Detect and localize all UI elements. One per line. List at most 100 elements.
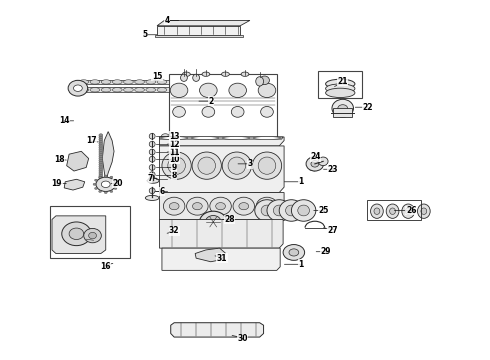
- Ellipse shape: [222, 136, 250, 139]
- Ellipse shape: [255, 200, 279, 221]
- Ellipse shape: [99, 136, 103, 139]
- Text: 5: 5: [142, 30, 147, 39]
- Polygon shape: [155, 35, 243, 37]
- Ellipse shape: [99, 163, 103, 166]
- Text: 1: 1: [298, 260, 304, 269]
- Ellipse shape: [157, 80, 167, 84]
- Ellipse shape: [99, 155, 103, 158]
- Bar: [333, 108, 352, 117]
- Polygon shape: [159, 137, 284, 146]
- Ellipse shape: [112, 87, 122, 92]
- Text: 20: 20: [113, 179, 123, 188]
- Ellipse shape: [110, 190, 113, 193]
- Ellipse shape: [99, 147, 103, 149]
- Ellipse shape: [289, 249, 299, 256]
- Ellipse shape: [90, 80, 100, 84]
- Ellipse shape: [98, 176, 101, 178]
- Ellipse shape: [135, 87, 145, 92]
- Ellipse shape: [99, 134, 103, 136]
- Ellipse shape: [256, 77, 264, 86]
- Ellipse shape: [146, 195, 159, 201]
- Ellipse shape: [326, 79, 355, 89]
- Ellipse shape: [99, 167, 103, 170]
- Polygon shape: [102, 132, 114, 182]
- Ellipse shape: [386, 204, 399, 219]
- Ellipse shape: [374, 208, 380, 215]
- Ellipse shape: [161, 172, 169, 177]
- Text: 11: 11: [169, 148, 179, 157]
- Text: 26: 26: [406, 206, 416, 215]
- Text: 27: 27: [328, 226, 338, 235]
- Text: 4: 4: [164, 16, 170, 25]
- Ellipse shape: [182, 72, 190, 76]
- Ellipse shape: [149, 156, 155, 162]
- Ellipse shape: [229, 83, 246, 98]
- Ellipse shape: [390, 208, 395, 215]
- Ellipse shape: [198, 157, 216, 174]
- Ellipse shape: [149, 149, 155, 155]
- Text: 12: 12: [169, 140, 179, 149]
- Ellipse shape: [116, 183, 119, 185]
- Text: 23: 23: [328, 165, 338, 174]
- Polygon shape: [310, 158, 326, 171]
- Polygon shape: [67, 151, 89, 171]
- Ellipse shape: [99, 138, 103, 141]
- Ellipse shape: [149, 141, 155, 147]
- Polygon shape: [159, 220, 283, 248]
- Ellipse shape: [258, 157, 276, 174]
- Ellipse shape: [68, 80, 88, 96]
- Ellipse shape: [99, 170, 103, 172]
- Ellipse shape: [149, 134, 155, 139]
- Ellipse shape: [326, 84, 355, 93]
- Ellipse shape: [239, 203, 248, 210]
- Ellipse shape: [123, 87, 133, 92]
- Ellipse shape: [161, 134, 169, 139]
- Ellipse shape: [260, 76, 270, 85]
- Bar: [49, 206, 130, 258]
- Text: 16: 16: [100, 262, 111, 271]
- Ellipse shape: [99, 144, 103, 147]
- Ellipse shape: [338, 105, 347, 112]
- Ellipse shape: [161, 165, 169, 170]
- Ellipse shape: [160, 136, 188, 139]
- Ellipse shape: [193, 203, 202, 210]
- Ellipse shape: [161, 157, 169, 162]
- Polygon shape: [64, 179, 85, 190]
- Ellipse shape: [96, 177, 116, 192]
- Ellipse shape: [286, 205, 297, 216]
- Text: 32: 32: [169, 226, 179, 235]
- Polygon shape: [171, 323, 264, 337]
- Text: 15: 15: [152, 72, 162, 81]
- Polygon shape: [159, 146, 284, 193]
- Ellipse shape: [157, 87, 167, 92]
- Ellipse shape: [202, 107, 215, 117]
- Text: 22: 22: [362, 103, 372, 112]
- Ellipse shape: [298, 205, 310, 216]
- Ellipse shape: [253, 136, 281, 139]
- Polygon shape: [157, 26, 240, 35]
- Text: 28: 28: [224, 215, 235, 224]
- Bar: [367, 201, 421, 220]
- Ellipse shape: [149, 172, 155, 177]
- Ellipse shape: [210, 197, 231, 215]
- Ellipse shape: [279, 200, 304, 221]
- Ellipse shape: [147, 178, 159, 183]
- Ellipse shape: [241, 72, 249, 76]
- Ellipse shape: [104, 175, 107, 177]
- Ellipse shape: [110, 176, 113, 178]
- Ellipse shape: [161, 141, 169, 147]
- Ellipse shape: [99, 140, 103, 143]
- Ellipse shape: [402, 204, 415, 219]
- Ellipse shape: [98, 190, 101, 193]
- Ellipse shape: [405, 208, 411, 215]
- Ellipse shape: [205, 216, 221, 228]
- Ellipse shape: [192, 152, 221, 179]
- Text: 21: 21: [338, 77, 348, 86]
- Ellipse shape: [168, 157, 185, 174]
- Ellipse shape: [99, 157, 103, 160]
- Text: 19: 19: [51, 179, 62, 188]
- Ellipse shape: [79, 80, 89, 84]
- Text: 9: 9: [172, 163, 177, 172]
- Ellipse shape: [149, 165, 155, 170]
- Ellipse shape: [326, 88, 355, 98]
